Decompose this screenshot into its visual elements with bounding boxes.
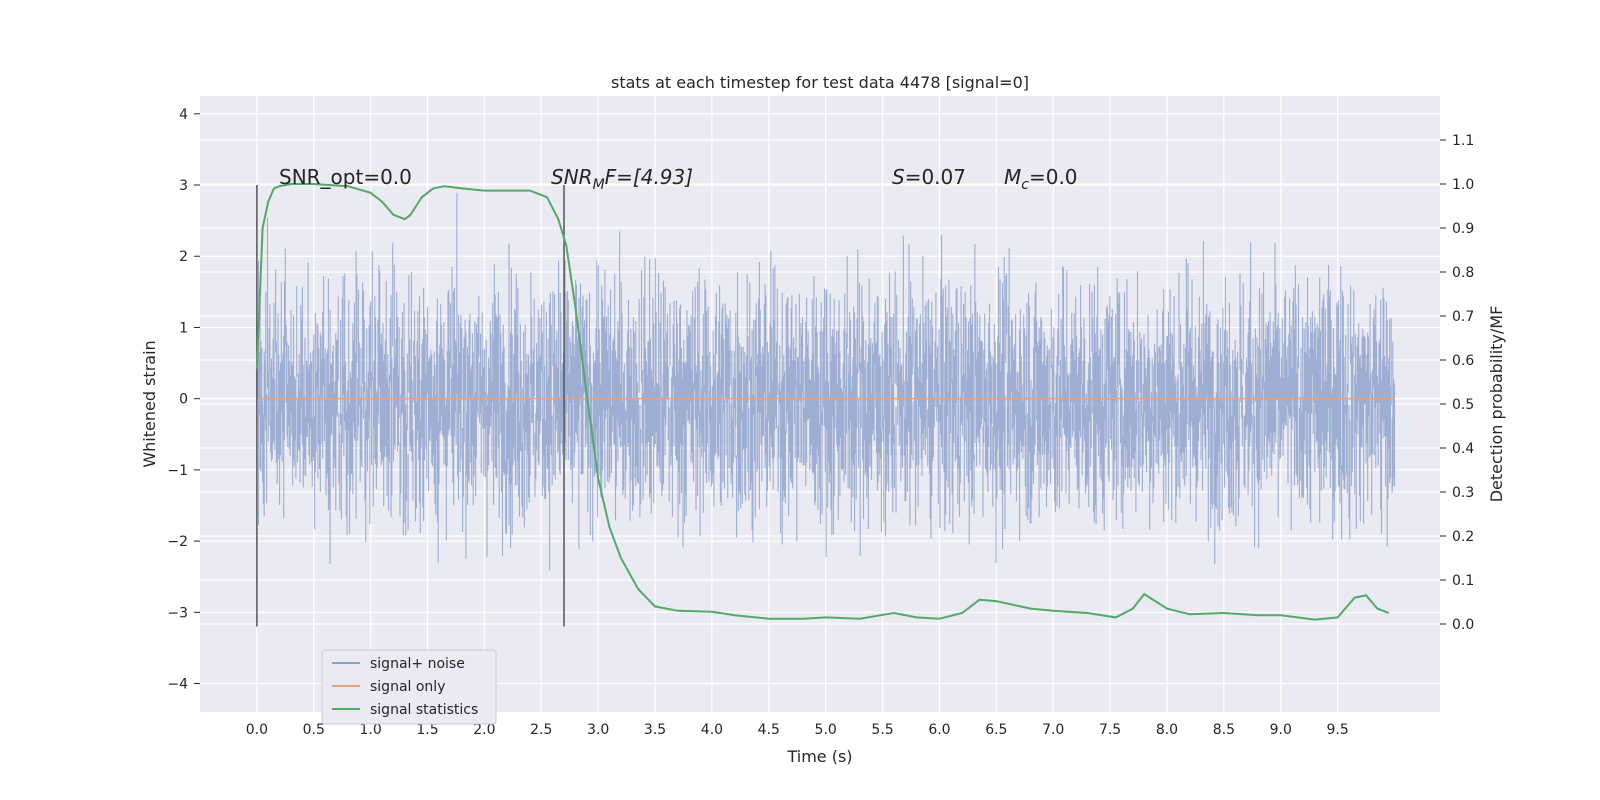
snr-opt-annotation: SNR_opt=0.0 [279,165,412,189]
mc-annotation: Mc=0.0 [1004,165,1078,193]
x-tick-label: 7.0 [1042,722,1064,738]
y2-tick-label: 0.9 [1452,221,1474,237]
x-tick-label: 2.5 [530,722,552,738]
x-tick-labels: 0.0 0.5 1.0 1.5 2.0 2.5 3.0 3.5 4.0 4.5 5.0 5.5 6.0 6… [246,722,1349,738]
legend-label-signal-only: signal only [370,679,445,695]
y-axis-label: Whitened strain [140,340,159,467]
y2-tick-label: 0.5 [1452,397,1474,413]
chart-title: stats at each timestep for test data 447… [611,73,1029,92]
legend-label-signal-noise: signal+ noise [370,656,465,672]
y-tick-label: 2 [179,249,188,265]
y-tick-label: 1 [179,320,188,336]
y2-tick-labels: 1.1 1.0 0.9 0.8 0.7 0.6 0.5 0.4 0.3 0.2 0.1 0.0 [1440,133,1474,633]
y-tick-label: −4 [167,677,188,693]
y2-tick-label: 0.8 [1452,265,1474,281]
y-tick-label: 0 [179,392,188,408]
x-tick-label: 2.0 [473,722,495,738]
x-tick-label: 9.5 [1326,722,1348,738]
s-annotation: S=0.07 [892,165,966,189]
legend-label-signal-statistics: signal statistics [370,702,478,718]
y2-axis-label: Detection probability/MF [1487,306,1506,503]
legend: signal+ noise signal only signal statist… [321,649,497,725]
y2-tick-label: 1.0 [1452,177,1474,193]
y2-tick-label: 0.0 [1452,617,1474,633]
x-tick-label: 3.5 [644,722,666,738]
x-tick-label: 4.5 [758,722,780,738]
y-tick-label: 4 [179,107,188,123]
y2-tick-label: 0.1 [1452,573,1474,589]
signal-statistics-series [255,183,1390,621]
y2-tick-label: 0.3 [1452,485,1474,501]
x-tick-label: 3.0 [587,722,609,738]
y2-tick-label: 0.4 [1452,441,1474,457]
x-tick-label: 9.0 [1270,722,1292,738]
y-tick-labels: 4 3 2 1 0 −1 −2 −3 −4 [167,107,200,693]
y2-tick-label: 0.6 [1452,353,1474,369]
x-tick-label: 4.0 [701,722,723,738]
x-tick-label: 8.0 [1156,722,1178,738]
y2-tick-label: 1.1 [1452,133,1474,149]
x-tick-label: 5.0 [815,722,837,738]
y-tick-label: 3 [179,178,188,194]
x-tick-label: 0.0 [246,722,268,738]
vertical-markers [256,185,565,627]
y2-tick-label: 0.7 [1452,309,1474,325]
x-tick-label: 0.5 [303,722,325,738]
y2-tick-label: 0.2 [1452,529,1474,545]
y-tick-label: −1 [167,463,188,479]
signal-statistics-line [255,183,1390,621]
x-axis-label: Time (s) [786,747,852,766]
x-tick-label: 6.5 [985,722,1007,738]
x-tick-label: 5.5 [871,722,893,738]
y-tick-label: −2 [167,534,188,550]
x-tick-label: 1.0 [360,722,382,738]
x-tick-label: 6.0 [928,722,950,738]
x-tick-label: 1.5 [416,722,438,738]
legend-box [321,649,497,725]
x-tick-label: 7.5 [1099,722,1121,738]
snr-mf-annotation: SNRMF=[4.93] [551,165,693,193]
x-tick-label: 8.5 [1213,722,1235,738]
y-tick-label: −3 [167,605,188,621]
